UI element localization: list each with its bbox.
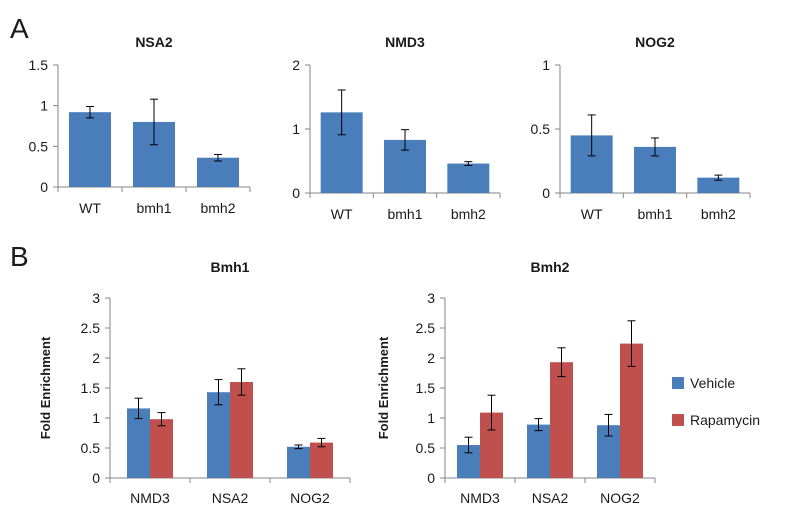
y-tick-label: 1 [40,98,48,114]
bar-vehicle-nmd3 [127,408,150,478]
legend-swatch-vehicle [672,377,684,389]
bar-rapamycin-nog2 [310,442,333,478]
x-tick-label: WT [79,200,101,216]
y-tick-label: 1.5 [81,380,101,396]
y-tick-label: 1 [292,121,300,137]
chart-nmd3: NMD3 0 1 2 WT bmh1 bmh2 [292,34,501,222]
legend-swatch-rapamycin [672,414,684,426]
bar-vehicle-nog2 [597,425,620,478]
x-tick-label: WT [331,206,353,222]
x-tick-label: WT [581,206,603,222]
y-tick-label: 0 [427,470,435,486]
x-tick-label: NMD3 [130,490,170,506]
x-tick-label: bmh2 [701,206,736,222]
x-tick-label: NMD3 [460,490,500,506]
x-tick-label: bmh1 [637,206,672,222]
y-axis-label: Fold Enrichment [38,336,53,439]
chart-title: NMD3 [385,34,425,50]
chart-nog2: NOG2 0 0.5 1 WT bmh1 bmh2 [531,34,751,222]
legend: Vehicle Rapamycin [672,375,760,428]
bar-vehicle-nsa2 [207,392,230,478]
bar-value-bmh2 [697,177,740,193]
bar-rapamycin-nmd3 [150,419,173,478]
y-tick-label: 3 [427,290,435,306]
x-tick-label: bmh2 [451,206,486,222]
chart-title: Bmh2 [531,259,570,275]
bar-rapamycin-nsa2 [230,382,253,478]
panel-letter-b: B [10,241,29,272]
bar-vehicle-nog2 [287,446,310,478]
chart-bmh2: Bmh2 0 0.5 1 1.5 2 2.5 3 Fold Enrichment NMD3 NSA2… [376,259,656,506]
bar-vehicle-nsa2 [527,424,550,478]
y-tick-label: 2 [292,57,300,73]
legend-label-rapamycin: Rapamycin [690,412,760,428]
bar-vehicle-nmd3 [457,445,480,478]
x-tick-label: NSA2 [212,490,249,506]
y-tick-label: 0 [542,185,550,201]
bar-value-bmh2 [197,157,239,187]
y-tick-label: 2.5 [416,320,436,336]
x-tick-label: NOG2 [600,490,640,506]
y-tick-label: 2.5 [81,320,101,336]
y-axis-label: Fold Enrichment [376,336,391,439]
y-tick-label: 2 [92,350,100,366]
bar-rapamycin-nmd3 [480,412,503,478]
y-tick-label: 0 [40,179,48,195]
chart-title: Bmh1 [211,259,250,275]
x-tick-label: bmh2 [200,200,235,216]
chart-bmh1: Bmh1 0 0.5 1 1.5 2 2.5 3 Fold Enrichment NMD3 NSA2… [38,259,351,506]
bar-value-wt [69,112,111,187]
y-tick-label: 3 [92,290,100,306]
legend-label-vehicle: Vehicle [690,375,735,391]
bar-value-bmh2 [447,163,490,193]
x-tick-label: NOG2 [290,490,330,506]
y-tick-label: 1 [92,410,100,426]
bar-rapamycin-nog2 [620,343,643,478]
y-tick-label: 1 [427,410,435,426]
y-tick-label: 0.5 [29,138,49,154]
chart-nsa2: NSA2 0 0.5 1 1.5 WT bmh1 bmh2 [29,34,251,216]
bar-rapamycin-nsa2 [550,362,573,478]
y-tick-label: 1 [542,57,550,73]
y-tick-label: 0 [92,470,100,486]
y-tick-label: 2 [427,350,435,366]
x-tick-label: bmh1 [136,200,171,216]
y-tick-label: 0.5 [416,440,436,456]
x-tick-label: NSA2 [532,490,569,506]
y-tick-label: 1.5 [416,380,436,396]
y-tick-label: 0 [292,185,300,201]
x-tick-label: bmh1 [387,206,422,222]
y-tick-label: 0.5 [531,121,551,137]
panel-letter-a: A [10,13,29,44]
chart-title: NSA2 [135,34,173,50]
chart-title: NOG2 [635,34,675,50]
y-tick-label: 1.5 [29,57,49,73]
y-tick-label: 0.5 [81,440,101,456]
